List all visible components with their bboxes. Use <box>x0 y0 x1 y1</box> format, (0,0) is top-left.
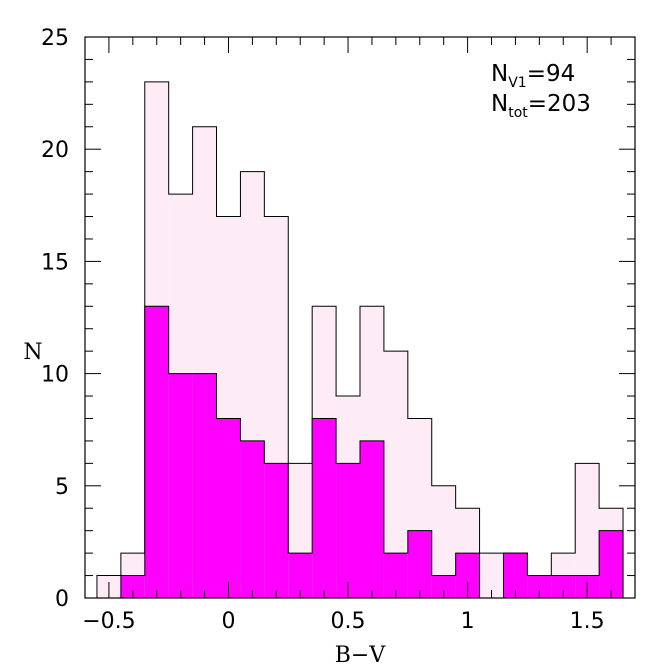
v1-bar <box>551 575 576 598</box>
y-tick-labels: 0 5 10 15 20 25 <box>41 26 69 612</box>
v1-bar <box>503 553 528 598</box>
x-tick-label: 1 <box>461 609 475 634</box>
x-tick-label: −0.5 <box>82 609 135 634</box>
v1-bar <box>120 575 145 598</box>
annot-2-rest: =203 <box>528 91 591 117</box>
plot-frame <box>84 36 636 599</box>
v1-bar <box>216 418 241 598</box>
count-annotation: NV1=94 Ntot=203 <box>491 61 591 121</box>
v1-bar <box>407 530 432 598</box>
y-tick-label: 20 <box>41 138 69 163</box>
annot-1-sub: V1 <box>508 75 526 91</box>
v1-bar <box>455 553 480 598</box>
annotation-line-1: NV1=94 <box>491 61 575 91</box>
y-tick-label: 10 <box>41 363 69 388</box>
y-tick-label: 5 <box>55 475 69 500</box>
v1-step-outline <box>96 305 624 599</box>
y-tick-label: 15 <box>41 250 69 275</box>
v1-bar <box>192 373 217 598</box>
v1-bar <box>240 440 265 598</box>
v1-bar <box>312 418 337 598</box>
v1-bar <box>168 373 193 598</box>
v1-bar <box>527 575 552 598</box>
v1-histogram-series <box>96 305 624 599</box>
x-tick-label: 0.5 <box>331 609 366 634</box>
x-tick-label: 0 <box>221 609 235 634</box>
total-bar <box>431 485 456 598</box>
v1-bar <box>336 463 360 598</box>
y-tick-label: 25 <box>41 26 69 51</box>
y-tick-label: 0 <box>55 587 69 612</box>
annot-1-base: N <box>491 61 508 87</box>
total-bar <box>479 553 504 598</box>
v1-bar <box>360 440 384 598</box>
v1-bar <box>144 306 169 598</box>
x-tick-labels: −0.5 0 0.5 1 1.5 <box>82 609 604 634</box>
x-tick-label: 1.5 <box>570 609 605 634</box>
total-bar <box>575 463 600 598</box>
v1-bar <box>264 463 289 598</box>
v1-bar <box>288 553 313 598</box>
v1-bar <box>599 530 624 598</box>
v1-bar <box>431 575 456 598</box>
annot-2-base: N <box>491 91 508 117</box>
annot-1-rest: =94 <box>527 61 576 87</box>
x-axis-label: B−V <box>335 643 387 668</box>
annotation-line-2: Ntot=203 <box>491 91 591 121</box>
y-axis-label: N <box>23 340 42 365</box>
annot-2-sub: tot <box>508 105 528 121</box>
v1-bar <box>383 553 408 598</box>
total-bar <box>383 351 408 598</box>
